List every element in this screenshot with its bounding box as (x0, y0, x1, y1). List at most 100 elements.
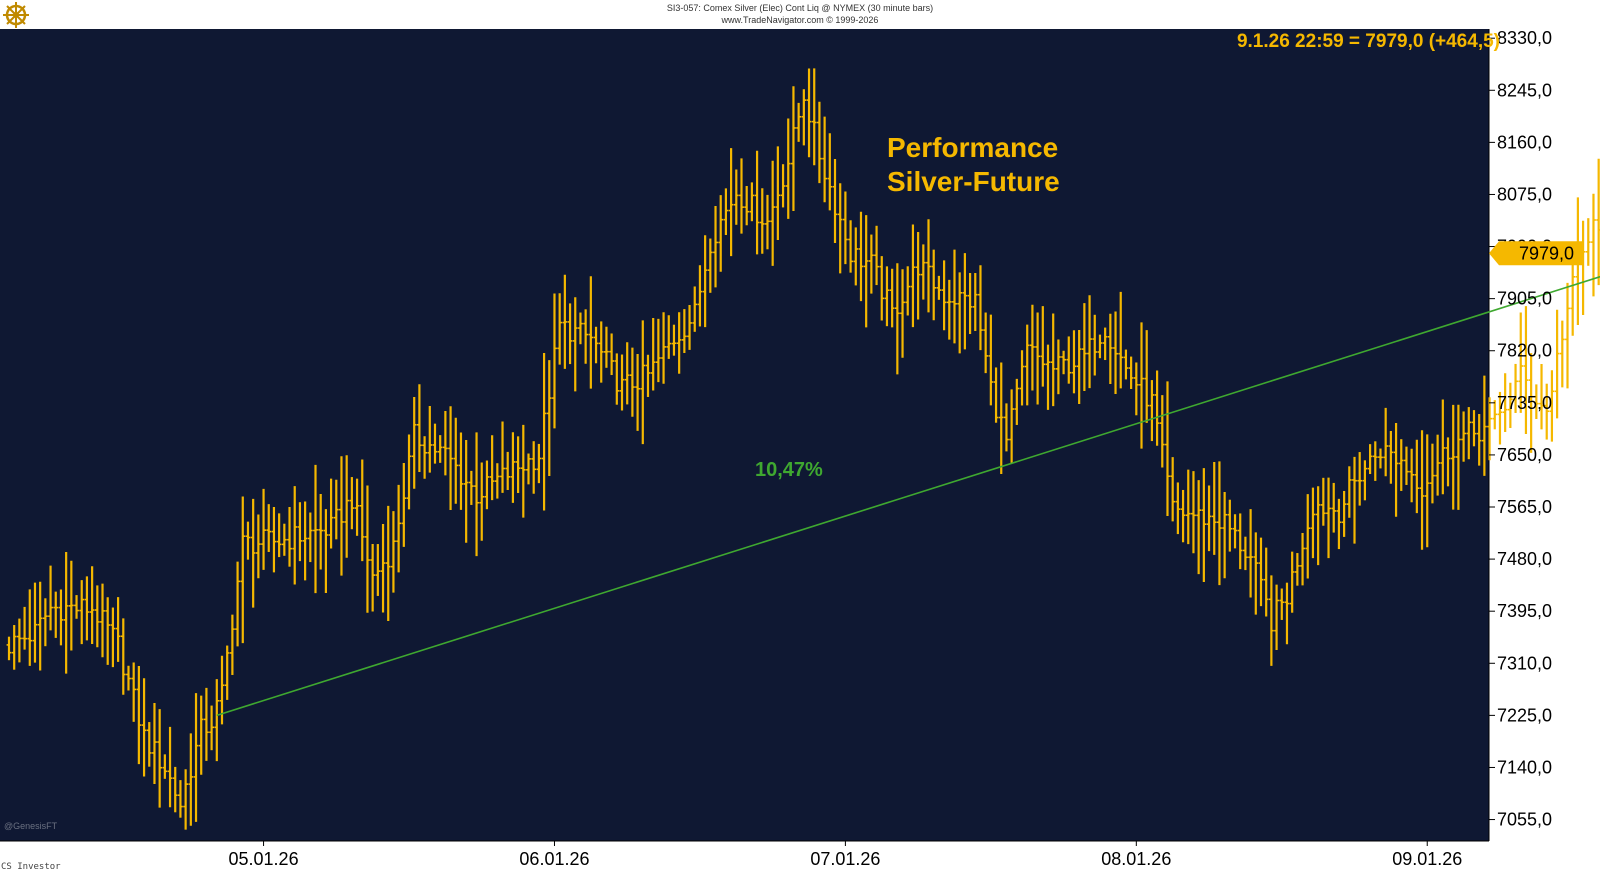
ohlc-bar (801, 89, 807, 146)
ohlc-bar (624, 342, 630, 405)
ohlc-bar (1409, 448, 1415, 503)
ohlc-bar (1497, 391, 1503, 445)
ohlc-bar (37, 581, 43, 671)
ohlc-bar (1544, 383, 1550, 440)
y-tick-label: 8160,0 (1497, 132, 1552, 152)
ohlc-bar (1113, 311, 1118, 395)
ohlc-bar (422, 436, 427, 479)
ohlc-bar (785, 118, 791, 219)
ohlc-bar (432, 423, 438, 464)
ohlc-bar (993, 367, 999, 423)
ohlc-bar (1398, 439, 1404, 491)
chart-title-line1: Performance (887, 132, 1058, 163)
y-tick-label: 7140,0 (1497, 757, 1552, 777)
ohlc-bar (536, 443, 542, 484)
ohlc-bar (240, 496, 246, 644)
x-tick-label: 08.01.26 (1101, 849, 1171, 869)
ohlc-bar (79, 580, 85, 645)
ohlc-bar (385, 505, 391, 621)
ohlc-bar (281, 523, 287, 556)
ohlc-bar (593, 326, 599, 364)
y-tick-label: 8330,0 (1497, 28, 1552, 48)
ohlc-bar (1533, 384, 1539, 420)
ohlc-bar (957, 272, 963, 354)
ohlc-bar (250, 498, 256, 608)
ship-wheel-logo-icon (3, 2, 29, 28)
ohlc-bar (1258, 537, 1264, 607)
ohlc-bar (692, 286, 698, 332)
ohlc-bar (333, 479, 339, 540)
ohlc-bar (853, 227, 859, 286)
ohlc-bar (931, 249, 937, 321)
ohlc-bar (661, 312, 666, 384)
x-axis-panel (0, 841, 1489, 871)
ohlc-bar (494, 463, 500, 499)
ohlc-bar (754, 150, 760, 255)
ohlc-bar (1507, 382, 1513, 428)
ohlc-bar (453, 417, 459, 504)
ohlc-bar (167, 726, 173, 808)
ohlc-bar (946, 279, 952, 340)
ohlc-bar (6, 636, 12, 661)
ohlc-bar (1336, 498, 1342, 550)
header-strip (0, 0, 1600, 29)
ohlc-bar (1149, 380, 1155, 442)
ohlc-bar (1014, 378, 1020, 425)
ohlc-bar (146, 722, 152, 767)
ohlc-bar (863, 215, 869, 328)
ohlc-bar (297, 502, 303, 562)
ohlc-bar (962, 253, 968, 350)
ohlc-bar (806, 68, 812, 158)
ohlc-bar (619, 354, 625, 411)
ohlc-bar (63, 551, 69, 674)
ohlc-bar (557, 293, 563, 365)
ohlc-bar (1087, 295, 1092, 389)
ohlc-bar (739, 158, 744, 234)
ohlc-bar (978, 265, 983, 351)
ohlc-bar (1305, 494, 1311, 579)
ohlc-bar (214, 679, 220, 762)
ohlc-bar (1367, 444, 1373, 475)
ohlc-bar (1404, 446, 1409, 485)
ohlc-bar (193, 693, 199, 822)
ohlc-bar (53, 591, 59, 638)
ohlc-bar (1066, 336, 1072, 384)
ohlc-bar (541, 352, 547, 511)
ohlc-bar (1045, 344, 1051, 410)
ohlc-bar (567, 303, 573, 365)
ohlc-bar (224, 645, 230, 700)
ohlc-bar (723, 188, 729, 236)
ohlc-bar (1502, 373, 1508, 432)
ohlc-bar (307, 512, 313, 563)
x-tick-label: 05.01.26 (229, 849, 299, 869)
ohlc-bar (749, 182, 755, 222)
ohlc-bar (1393, 422, 1399, 517)
ohlc-bar (526, 453, 531, 485)
ohlc-bar (417, 384, 422, 472)
ohlc-bar (131, 662, 137, 722)
ohlc-bar (900, 269, 905, 358)
ohlc-bar (323, 509, 329, 594)
ohlc-bar (1471, 410, 1477, 447)
y-tick-label: 7650,0 (1497, 445, 1552, 465)
ohlc-bar (396, 484, 402, 573)
ohlc-bar (915, 232, 921, 320)
ohlc-bar (255, 514, 261, 579)
ohlc-bar (1185, 469, 1191, 545)
ohlc-bar (718, 195, 724, 272)
x-axis-ticks: 05.01.26 06.01.26 07.01.26 08.01.26 09.01.26… (229, 841, 1462, 869)
ohlc-bar (437, 435, 443, 463)
ohlc-bar (531, 441, 537, 494)
ohlc-bar (484, 460, 490, 510)
ohlc-bar (375, 544, 381, 596)
ohlc-bar (1268, 575, 1274, 666)
ohlc-bar (676, 312, 682, 374)
ohlc-bar (1092, 314, 1098, 376)
ohlc-bar (827, 133, 833, 211)
ohlc-bar (354, 478, 360, 536)
ohlc-bar (884, 266, 890, 327)
ohlc-bar (1378, 448, 1383, 469)
ohlc-bar (22, 606, 27, 650)
ohlc-bar (1076, 330, 1082, 404)
